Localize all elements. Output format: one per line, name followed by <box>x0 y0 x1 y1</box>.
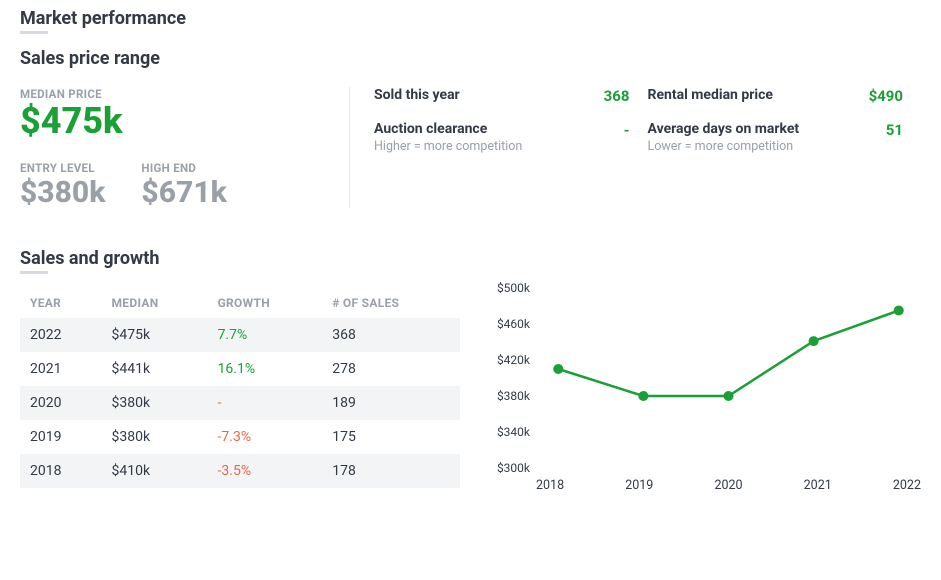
stat-avg-days: Average days on market Lower = more comp… <box>648 121 922 154</box>
stat-sublabel: Higher = more competition <box>374 139 522 154</box>
chart-y-tick: $460k <box>497 317 530 331</box>
median-price-value: $475k <box>20 103 325 141</box>
col-median: MEDIAN <box>102 288 208 318</box>
chart-x-tick: 2018 <box>536 478 564 498</box>
cell-median: $380k <box>102 386 208 420</box>
price-block: MEDIAN PRICE $475k ENTRY LEVEL $380k HIG… <box>20 87 350 208</box>
heading-underline <box>20 271 48 274</box>
col-sales: # OF SALES <box>322 288 460 318</box>
stats-block: Sold this year 368 Auction clearance Hig… <box>350 87 921 170</box>
market-performance-heading: Market performance <box>20 8 921 29</box>
chart-x-axis: 2018 2019 2020 2021 2022 <box>536 478 921 498</box>
median-price-label: MEDIAN PRICE <box>20 87 325 101</box>
cell-median: $441k <box>102 352 208 386</box>
stat-sold-this-year: Sold this year 368 <box>374 87 648 105</box>
entry-level-value: $380k <box>20 177 105 209</box>
chart-line <box>558 311 898 397</box>
price-and-stats-row: MEDIAN PRICE $475k ENTRY LEVEL $380k HIG… <box>20 87 921 208</box>
cell-year: 2018 <box>20 454 102 488</box>
stat-label: Rental median price <box>648 87 773 103</box>
cell-growth: 7.7% <box>208 318 323 352</box>
stat-auction-clearance: Auction clearance Higher = more competit… <box>374 121 648 154</box>
chart-y-tick: $500k <box>497 281 530 295</box>
cell-growth: -7.3% <box>208 420 323 454</box>
chart-x-tick: 2021 <box>804 478 832 498</box>
cell-median: $475k <box>102 318 208 352</box>
cell-median: $410k <box>102 454 208 488</box>
table-header-row: YEAR MEDIAN GROWTH # OF SALES <box>20 288 460 318</box>
stat-value: - <box>584 121 648 139</box>
stat-label: Average days on market <box>648 121 800 137</box>
chart-y-axis: $500k$460k$420k$380k$340k$300k <box>482 288 536 468</box>
entry-level-block: ENTRY LEVEL $380k <box>20 161 105 209</box>
stat-value: 368 <box>584 87 648 105</box>
chart-y-tick: $420k <box>497 353 530 367</box>
chart-y-tick: $340k <box>497 425 530 439</box>
table-row: 2020$380k-189 <box>20 386 460 420</box>
stat-value: $490 <box>857 87 921 105</box>
cell-growth: 16.1% <box>208 352 323 386</box>
table-row: 2019$380k-7.3%175 <box>20 420 460 454</box>
cell-sales: 175 <box>322 420 460 454</box>
chart-y-tick: $300k <box>497 461 530 475</box>
stats-col-right: Rental median price $490 Average days on… <box>648 87 922 170</box>
sales-growth-table: YEAR MEDIAN GROWTH # OF SALES 2022$475k7… <box>20 288 460 488</box>
stat-value: 51 <box>857 121 921 139</box>
cell-year: 2019 <box>20 420 102 454</box>
cell-year: 2021 <box>20 352 102 386</box>
sales-price-range-heading: Sales price range <box>20 48 921 69</box>
cell-sales: 368 <box>322 318 460 352</box>
heading-underline <box>20 31 48 34</box>
stat-label: Auction clearance <box>374 121 522 137</box>
chart-marker <box>723 391 733 401</box>
high-end-block: HIGH END $671k <box>141 161 226 209</box>
cell-year: 2022 <box>20 318 102 352</box>
cell-sales: 178 <box>322 454 460 488</box>
stats-col-left: Sold this year 368 Auction clearance Hig… <box>374 87 648 170</box>
high-end-value: $671k <box>141 177 226 209</box>
chart-marker <box>553 364 563 374</box>
col-year: YEAR <box>20 288 102 318</box>
chart-marker <box>638 391 648 401</box>
cell-year: 2020 <box>20 386 102 420</box>
cell-sales: 189 <box>322 386 460 420</box>
sales-and-growth-heading: Sales and growth <box>20 248 921 269</box>
table-row: 2022$475k7.7%368 <box>20 318 460 352</box>
chart-marker <box>809 336 819 346</box>
col-growth: GROWTH <box>208 288 323 318</box>
table-row: 2021$441k16.1%278 <box>20 352 460 386</box>
table-row: 2018$410k-3.5%178 <box>20 454 460 488</box>
stat-rental-median: Rental median price $490 <box>648 87 922 105</box>
high-end-label: HIGH END <box>141 161 226 175</box>
chart-marker <box>894 306 904 316</box>
chart-x-tick: 2022 <box>893 478 921 498</box>
cell-growth: - <box>208 386 323 420</box>
chart-x-tick: 2019 <box>625 478 653 498</box>
cell-median: $380k <box>102 420 208 454</box>
chart-plot-area <box>536 288 921 468</box>
entry-level-label: ENTRY LEVEL <box>20 161 105 175</box>
median-price-chart: $500k$460k$420k$380k$340k$300k 201820192… <box>482 288 921 498</box>
cell-growth: -3.5% <box>208 454 323 488</box>
cell-sales: 278 <box>322 352 460 386</box>
stat-sublabel: Lower = more competition <box>648 139 800 154</box>
chart-y-tick: $380k <box>497 389 530 403</box>
chart-x-tick: 2020 <box>714 478 742 498</box>
stat-label: Sold this year <box>374 87 460 103</box>
